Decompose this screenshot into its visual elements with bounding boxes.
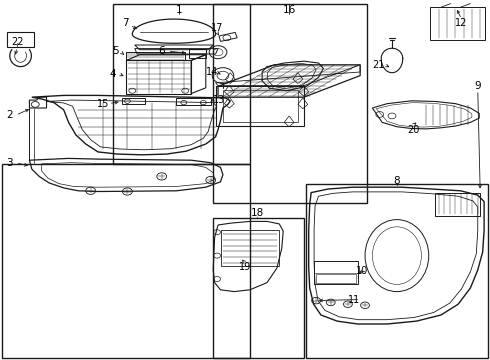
Text: 13: 13 [213, 95, 225, 105]
Text: 6: 6 [158, 46, 165, 56]
Text: 15: 15 [97, 99, 109, 109]
Text: 3: 3 [6, 158, 13, 168]
Text: 16: 16 [282, 5, 296, 15]
Text: 14: 14 [206, 67, 218, 77]
Text: 4: 4 [109, 69, 116, 79]
Text: 7: 7 [122, 18, 128, 28]
Text: 22: 22 [11, 37, 24, 48]
Text: 21: 21 [372, 60, 385, 70]
Text: 2: 2 [6, 110, 13, 120]
Text: 1: 1 [175, 5, 182, 15]
Text: 19: 19 [239, 262, 251, 272]
Text: 5: 5 [112, 46, 119, 56]
Text: 12: 12 [455, 18, 468, 28]
Text: 11: 11 [348, 294, 360, 305]
Text: 17: 17 [211, 23, 223, 33]
Text: 20: 20 [407, 125, 419, 135]
Text: 18: 18 [250, 208, 264, 218]
Text: 10: 10 [356, 266, 368, 276]
Text: 8: 8 [393, 176, 400, 186]
Text: 9: 9 [474, 81, 481, 91]
